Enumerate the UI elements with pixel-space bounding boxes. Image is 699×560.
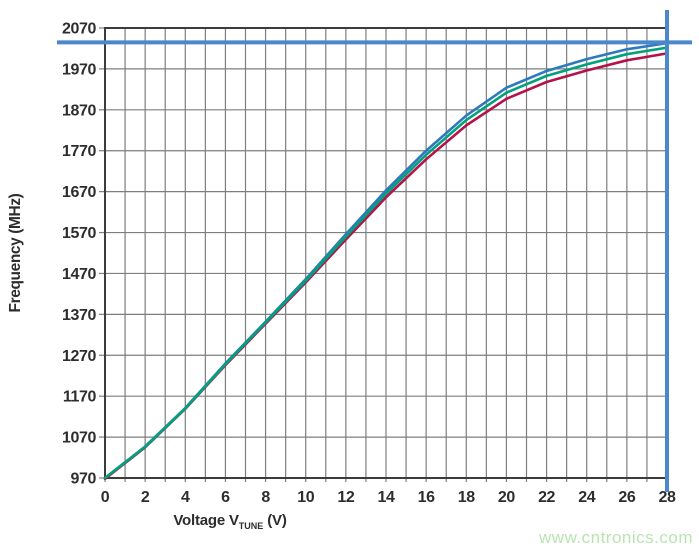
y-tick-label: 1570 xyxy=(62,225,96,242)
y-tick-label: 1470 xyxy=(62,266,96,283)
x-tick-label: 22 xyxy=(538,489,555,506)
y-tick-label: 970 xyxy=(71,471,97,488)
x-tick-label: 26 xyxy=(618,489,635,506)
x-tick-label: 10 xyxy=(297,489,314,506)
x-axis-title: Voltage VTUNE (V) xyxy=(0,512,699,531)
y-tick-label: 1970 xyxy=(62,61,96,78)
watermark-text: www.cntronics.com xyxy=(539,528,693,547)
x-tick-label: 14 xyxy=(378,489,395,506)
x-tick-label: 4 xyxy=(181,489,190,506)
x-tick-label: 6 xyxy=(221,489,230,506)
x-tick-label: 20 xyxy=(498,489,515,506)
y-tick-label: 1670 xyxy=(62,184,96,201)
y-tick-label: 1870 xyxy=(62,102,96,119)
x-tick-label: 8 xyxy=(261,489,270,506)
curve-green xyxy=(103,46,669,480)
x-axis-title-prefix: Voltage V xyxy=(173,512,239,529)
x-tick-label: 12 xyxy=(337,489,354,506)
x-axis-title-suffix: (V) xyxy=(263,512,287,529)
x-tick-label: 0 xyxy=(101,489,110,506)
y-tick-label: 1170 xyxy=(63,389,97,406)
x-axis-title-subscript: TUNE xyxy=(238,521,264,531)
y-tick-label: 1770 xyxy=(62,143,96,160)
x-tick-label: 28 xyxy=(659,489,676,506)
x-tick-label: 18 xyxy=(458,489,475,506)
y-tick-label: 2070 xyxy=(62,21,96,38)
x-tick-label: 2 xyxy=(141,489,150,506)
x-tick-label: 16 xyxy=(418,489,435,506)
x-tick-label: 24 xyxy=(578,489,595,506)
y-tick-label: 1270 xyxy=(62,348,96,365)
y-axis-title: Frequency (MHz) xyxy=(7,193,24,312)
y-tick-label: 1370 xyxy=(62,307,96,324)
y-tick-label: 1070 xyxy=(62,430,96,447)
